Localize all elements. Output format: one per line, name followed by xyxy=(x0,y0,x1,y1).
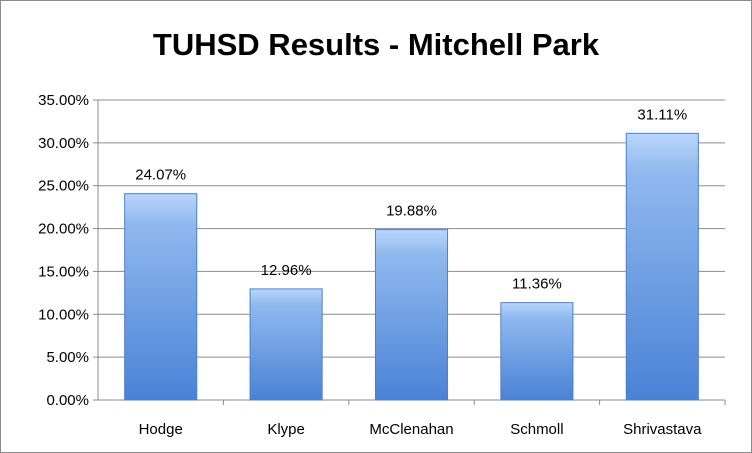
labels: 0.00% 5.00% 10.00% 15.00% 20.00% 25.00% 30.00%… xyxy=(38,92,702,438)
x-tick-label: Hodge xyxy=(139,421,183,438)
y-tick-label: 5.00% xyxy=(46,349,89,366)
bar-klype xyxy=(249,288,323,401)
data-label: 31.11% xyxy=(637,106,687,123)
bar-hodge xyxy=(124,193,198,401)
x-tick-label: Klype xyxy=(267,421,305,438)
data-label: 24.07% xyxy=(135,167,186,184)
y-tick-label: 35.00% xyxy=(38,92,89,109)
data-label: 11.36% xyxy=(512,276,562,293)
y-tick-label: 15.00% xyxy=(38,263,89,280)
x-tick-label: Shrivastava xyxy=(623,421,702,438)
bars xyxy=(124,132,699,401)
data-label: 19.88% xyxy=(386,203,437,220)
bar-mcclenahan xyxy=(374,229,449,401)
y-tick-label: 30.00% xyxy=(38,135,89,152)
y-tick-label: 25.00% xyxy=(38,178,89,195)
bar-schmoll xyxy=(500,302,574,401)
y-tick-label: 0.00% xyxy=(46,392,89,409)
data-label: 12.96% xyxy=(261,262,312,279)
x-tick-label: Schmoll xyxy=(510,421,563,438)
bar-shrivastava xyxy=(625,132,699,401)
y-tick-label: 20.00% xyxy=(38,221,89,238)
x-tick-label: McClenahan xyxy=(369,421,453,438)
chart-title: TUHSD Results - Mitchell Park xyxy=(152,27,600,62)
y-tick-label: 10.00% xyxy=(38,306,89,323)
